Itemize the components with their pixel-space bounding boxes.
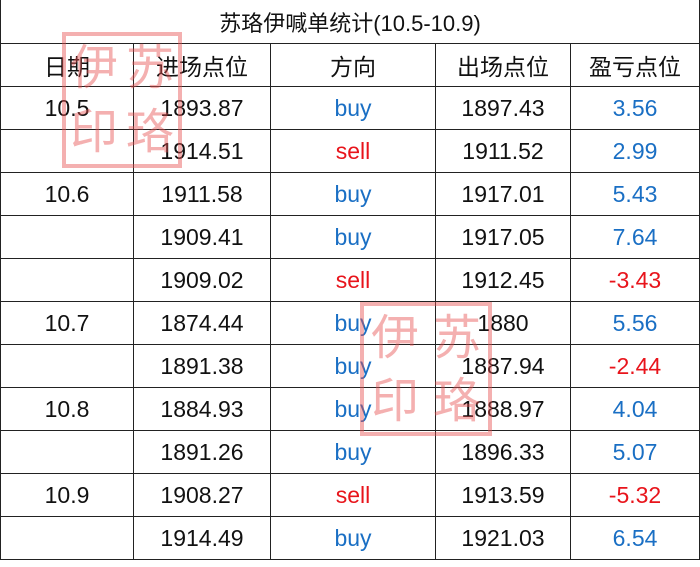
entry-cell: 1914.51 xyxy=(133,129,271,173)
side-cell: buy xyxy=(270,387,436,431)
date-cell xyxy=(0,430,134,474)
exit-cell: 1912.45 xyxy=(435,258,571,302)
date-cell: 10.8 xyxy=(0,387,134,431)
exit-cell: 1880 xyxy=(435,301,571,345)
data-row: 10.7 1874.44 buy 1880 5.56 xyxy=(0,301,700,345)
side-cell: buy xyxy=(270,172,436,216)
pnl-cell: 5.43 xyxy=(569,172,700,216)
date-cell xyxy=(0,258,134,302)
data-row: 1914.51 sell 1911.52 2.99 xyxy=(0,129,700,173)
date-cell: 10.9 xyxy=(0,473,134,517)
entry-cell: 1874.44 xyxy=(133,301,271,345)
exit-cell: 1911.52 xyxy=(435,129,571,173)
date-cell xyxy=(0,129,134,173)
header-cell: 日期 xyxy=(0,43,134,87)
date-cell xyxy=(0,516,134,560)
data-row: 1891.38 buy 1887.94 -2.44 xyxy=(0,344,700,388)
header-cell: 盈亏点位 xyxy=(569,43,700,87)
data-row: 10.9 1908.27 sell 1913.59 -5.32 xyxy=(0,473,700,517)
entry-cell: 1909.02 xyxy=(133,258,271,302)
pnl-cell: 3.56 xyxy=(569,86,700,130)
side-cell: sell xyxy=(270,129,436,173)
pnl-cell: 5.56 xyxy=(569,301,700,345)
date-cell: 10.7 xyxy=(0,301,134,345)
exit-cell: 1917.05 xyxy=(435,215,571,259)
data-row: 1909.41 buy 1917.05 7.64 xyxy=(0,215,700,259)
header-cell: 方向 xyxy=(270,43,436,87)
pnl-cell: 7.64 xyxy=(569,215,700,259)
data-row: 10.6 1911.58 buy 1917.01 5.43 xyxy=(0,172,700,216)
exit-cell: 1888.97 xyxy=(435,387,571,431)
data-row: 1909.02 sell 1912.45 -3.43 xyxy=(0,258,700,302)
pnl-cell: 5.07 xyxy=(569,430,700,474)
exit-cell: 1921.03 xyxy=(435,516,571,560)
exit-cell: 1913.59 xyxy=(435,473,571,517)
data-row: 10.5 1893.87 buy 1897.43 3.56 xyxy=(0,86,700,130)
side-cell: buy xyxy=(270,344,436,388)
date-cell: 10.5 xyxy=(0,86,134,130)
data-row: 1891.26 buy 1896.33 5.07 xyxy=(0,430,700,474)
side-cell: buy xyxy=(270,516,436,560)
data-row: 1914.49 buy 1921.03 6.54 xyxy=(0,516,700,560)
entry-cell: 1911.58 xyxy=(133,172,271,216)
entry-cell: 1891.26 xyxy=(133,430,271,474)
entry-cell: 1908.27 xyxy=(133,473,271,517)
entry-cell: 1909.41 xyxy=(133,215,271,259)
exit-cell: 1897.43 xyxy=(435,86,571,130)
entry-cell: 1884.93 xyxy=(133,387,271,431)
data-row: 10.8 1884.93 buy 1888.97 4.04 xyxy=(0,387,700,431)
pnl-cell: -5.32 xyxy=(569,473,700,517)
date-cell xyxy=(0,215,134,259)
entry-cell: 1914.49 xyxy=(133,516,271,560)
pnl-cell: -3.43 xyxy=(569,258,700,302)
side-cell: buy xyxy=(270,430,436,474)
table-title: 苏珞伊喊单统计(10.5-10.9) xyxy=(0,0,700,44)
date-cell xyxy=(0,344,134,388)
side-cell: sell xyxy=(270,473,436,517)
entry-cell: 1893.87 xyxy=(133,86,271,130)
header-row: 日期 进场点位 方向 出场点位 盈亏点位 xyxy=(0,43,700,87)
entry-cell: 1891.38 xyxy=(133,344,271,388)
exit-cell: 1887.94 xyxy=(435,344,571,388)
exit-cell: 1896.33 xyxy=(435,430,571,474)
date-cell: 10.6 xyxy=(0,172,134,216)
pnl-cell: 2.99 xyxy=(569,129,700,173)
header-cell: 出场点位 xyxy=(435,43,571,87)
pnl-cell: 6.54 xyxy=(569,516,700,560)
side-cell: sell xyxy=(270,258,436,302)
exit-cell: 1917.01 xyxy=(435,172,571,216)
pnl-cell: -2.44 xyxy=(569,344,700,388)
side-cell: buy xyxy=(270,215,436,259)
header-cell: 进场点位 xyxy=(133,43,271,87)
pnl-cell: 4.04 xyxy=(569,387,700,431)
side-cell: buy xyxy=(270,301,436,345)
side-cell: buy xyxy=(270,86,436,130)
